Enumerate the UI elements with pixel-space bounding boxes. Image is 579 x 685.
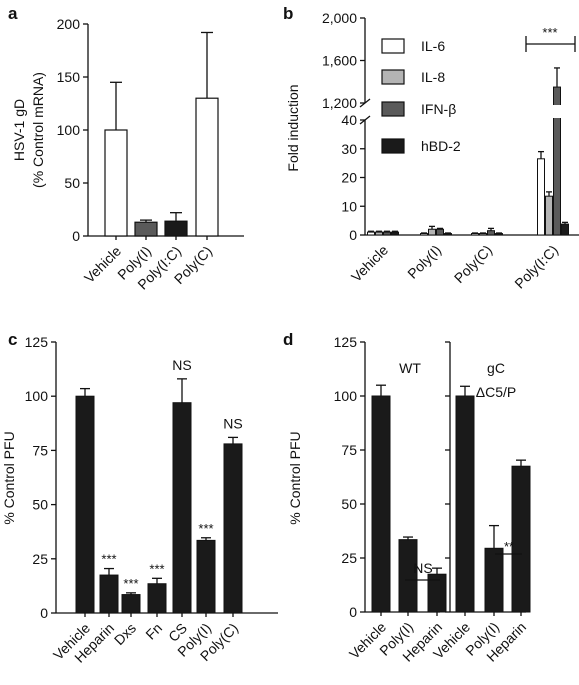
- bar: [147, 583, 167, 614]
- sig-label: ***: [149, 561, 164, 576]
- group-title-2: ΔC5/P: [476, 384, 516, 400]
- y-tick-label: 50: [32, 497, 48, 513]
- legend-swatch: [381, 101, 405, 117]
- y-axis-title: Fold induction: [285, 84, 301, 171]
- y-tick-label: 75: [32, 442, 48, 458]
- y-axis-title: % Control PFU: [287, 431, 303, 524]
- bar: [511, 465, 531, 613]
- y-tick-label: 2,000: [322, 10, 357, 26]
- legend-label: IL-6: [421, 38, 445, 54]
- legend-label: hBD-2: [421, 138, 461, 154]
- y-tick-label: 125: [334, 334, 358, 350]
- bar: [545, 195, 553, 236]
- bar: [420, 233, 428, 236]
- bar-break-gap: [552, 105, 562, 118]
- bar: [164, 220, 188, 237]
- bar: [537, 158, 545, 236]
- legend-swatch: [381, 138, 405, 154]
- x-tick-label: Vehicle: [81, 243, 124, 286]
- y-tick-label: 125: [25, 334, 49, 350]
- panel-b-letter: b: [283, 4, 293, 23]
- y-axis-title: HSV-1 gD: [11, 99, 27, 161]
- sig-label: ***: [198, 521, 213, 536]
- bar: [104, 129, 128, 237]
- y-tick-label: 50: [64, 175, 80, 191]
- y-tick-label: 0: [40, 605, 48, 621]
- x-tick-label: Fn: [142, 620, 165, 643]
- y-tick-label: 0: [349, 604, 357, 620]
- sig-label: NS: [223, 415, 242, 431]
- legend-swatch: [381, 69, 405, 85]
- bar: [195, 97, 219, 237]
- panel-b: b 0 10 20 30 401,200 1,600 2,000 Fold induction I…: [283, 4, 579, 292]
- sig-label: ***: [101, 552, 116, 567]
- y-tick-label: 1,600: [322, 53, 357, 69]
- sig-label: ***: [123, 576, 138, 591]
- bar: [391, 231, 399, 236]
- bar: [436, 228, 444, 236]
- panel-a: a 0 50 100 150 200 HSV-1 gD (% Control mRNA) Veh…: [8, 4, 244, 293]
- legend-label: IL-8: [421, 69, 445, 85]
- group-title: gC: [487, 360, 505, 376]
- sig-label: ***: [542, 25, 557, 40]
- x-tick-label: Poly(I:C): [511, 242, 561, 292]
- bar: [172, 402, 192, 614]
- y-axis-title-2: (% Control mRNA): [30, 72, 46, 188]
- bar: [455, 395, 475, 613]
- y-tick-label: 20: [341, 170, 357, 186]
- legend-swatch: [381, 38, 405, 54]
- sig-label: NS: [172, 357, 191, 373]
- comparison-label: **: [504, 539, 514, 554]
- y-tick-label: 30: [341, 141, 357, 157]
- panel-c-letter: c: [8, 330, 17, 349]
- bar: [367, 231, 375, 236]
- y-tick-label: 25: [32, 551, 48, 567]
- legend-label: IFN-β: [421, 101, 456, 117]
- bar: [561, 223, 569, 236]
- bar: [75, 395, 95, 614]
- comparison-label: NS: [413, 560, 432, 576]
- panel-d: d% Control PFU0255075100125WTVehiclePoly…: [283, 330, 531, 665]
- x-tick-label: Poly(C): [451, 242, 495, 286]
- bar: [121, 594, 141, 614]
- y-tick-label: 1,200: [322, 95, 357, 111]
- y-tick-label: 200: [57, 16, 81, 32]
- bar: [495, 233, 503, 236]
- y-tick-label: 25: [341, 550, 357, 566]
- bar: [371, 395, 391, 613]
- panel-a-letter: a: [8, 4, 18, 23]
- y-tick-label: 100: [334, 388, 358, 404]
- bar: [383, 231, 391, 236]
- y-tick-label: 75: [341, 442, 357, 458]
- bar: [428, 228, 436, 236]
- x-tick-label: Dxs: [111, 620, 139, 648]
- y-tick-label: 0: [349, 227, 357, 243]
- y-tick-label: 40: [341, 112, 357, 128]
- x-tick-label: Vehicle: [348, 242, 391, 285]
- x-tick-label: Poly(I): [404, 242, 444, 282]
- y-tick-label: 0: [72, 228, 80, 244]
- y-tick-label: 50: [341, 496, 357, 512]
- bar: [99, 574, 119, 614]
- y-tick-label: 100: [57, 122, 81, 138]
- bar: [487, 230, 495, 236]
- bar: [444, 233, 452, 236]
- y-axis-title: % Control PFU: [1, 431, 17, 524]
- bar: [484, 547, 504, 613]
- y-tick-label: 150: [57, 69, 81, 85]
- y-tick-label: 100: [25, 388, 49, 404]
- bar: [479, 233, 487, 236]
- bar: [134, 221, 158, 237]
- bar: [471, 233, 479, 236]
- bar: [375, 231, 383, 236]
- panel-d-letter: d: [283, 330, 293, 349]
- bar: [196, 539, 216, 614]
- group-title: WT: [399, 360, 421, 376]
- bar: [223, 443, 243, 614]
- y-tick-label: 10: [341, 198, 357, 214]
